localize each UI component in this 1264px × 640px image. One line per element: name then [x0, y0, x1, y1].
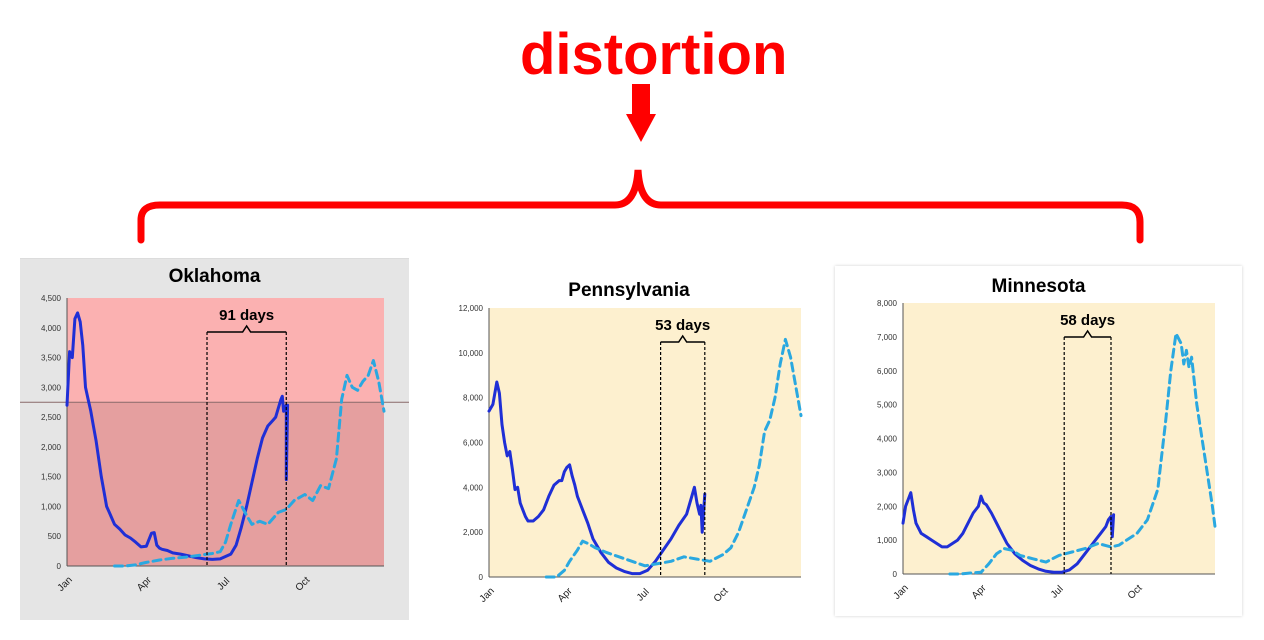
- y-tick-label: 3,500: [41, 354, 62, 363]
- y-tick-label: 5,000: [877, 401, 898, 410]
- y-tick-label: 12,000: [459, 304, 484, 313]
- distortion-headline: distortion: [520, 22, 788, 87]
- gap-brace: [207, 324, 287, 333]
- y-tick-label: 1,500: [41, 473, 62, 482]
- prior-period-line: [544, 337, 803, 579]
- gap-label: 58 days: [1060, 312, 1115, 329]
- gap-label: 91 days: [219, 307, 274, 324]
- chart-title: Oklahoma: [168, 266, 261, 287]
- distortion-arrow-head: [626, 114, 656, 142]
- gap-brace: [1064, 329, 1111, 338]
- y-tick-label: 4,000: [877, 435, 898, 444]
- y-tick-label: 3,000: [41, 383, 62, 392]
- oklahoma-chart-panel: Oklahoma 0 500 1,000 1,500 2,000 2,500 3,000 3,…: [20, 258, 409, 620]
- chart-title: Pennsylvania: [568, 280, 690, 301]
- y-tick-label: 500: [48, 532, 62, 541]
- y-tick-label: 8,000: [463, 394, 484, 403]
- y-tick-label: 2,000: [463, 528, 484, 537]
- gap-annotation: 58 days: [1060, 312, 1115, 574]
- y-tick-label: 1,000: [41, 502, 62, 511]
- gap-annotation: 53 days: [655, 317, 710, 577]
- prior-period-line: [113, 359, 386, 568]
- y-tick-label: 2,000: [877, 502, 898, 511]
- minnesota-chart: 0 1,000 2,000 3,000 4,000 5,000 6,000 7,000 8,00…: [877, 299, 1217, 602]
- y-tick-label: 7,000: [877, 333, 898, 342]
- y-tick-label: 2,500: [41, 413, 62, 422]
- y-tick-label: 4,500: [41, 294, 62, 303]
- y-tick-label: 4,000: [41, 324, 62, 333]
- gap-label: 53 days: [655, 317, 710, 334]
- y-tick-label: 3,000: [877, 468, 898, 477]
- oklahoma-chart: 0 500 1,000 1,500 2,000 2,500 3,000 3,500 4,000 4…: [20, 294, 409, 594]
- y-tick-label: 1,000: [877, 536, 898, 545]
- current-cases-line: [65, 311, 290, 561]
- current-cases-line: [487, 380, 707, 576]
- distortion-brace: [137, 169, 1144, 244]
- pennsylvania-chart-panel: Pennsylvania 0 2,000 4,000 6,000 8,000 10,000…: [433, 270, 825, 620]
- y-tick-label: 8,000: [877, 299, 898, 308]
- minnesota-chart-panel: Minnesota 0 1,000 2,000 3,000 4,000 5,000 6,00…: [835, 266, 1242, 616]
- y-tick-label: 4,000: [463, 483, 484, 492]
- prior-period-line: [948, 332, 1217, 576]
- y-tick-label: 0: [57, 562, 62, 571]
- plot-background: [489, 308, 801, 577]
- current-cases-line: [901, 491, 1116, 574]
- chart-title: Minnesota: [991, 276, 1086, 297]
- y-tick-label: 0: [479, 573, 484, 582]
- y-tick-label: 0: [893, 570, 898, 579]
- y-tick-label: 10,000: [459, 349, 484, 358]
- distortion-arrow-shaft: [632, 84, 650, 115]
- y-tick-label: 2,000: [41, 443, 62, 452]
- gap-brace: [660, 334, 705, 343]
- gap-annotation: 91 days: [206, 307, 287, 566]
- y-tick-label: 6,000: [463, 439, 484, 448]
- y-tick-label: 6,000: [877, 367, 898, 376]
- plot-background-upper: [67, 298, 384, 403]
